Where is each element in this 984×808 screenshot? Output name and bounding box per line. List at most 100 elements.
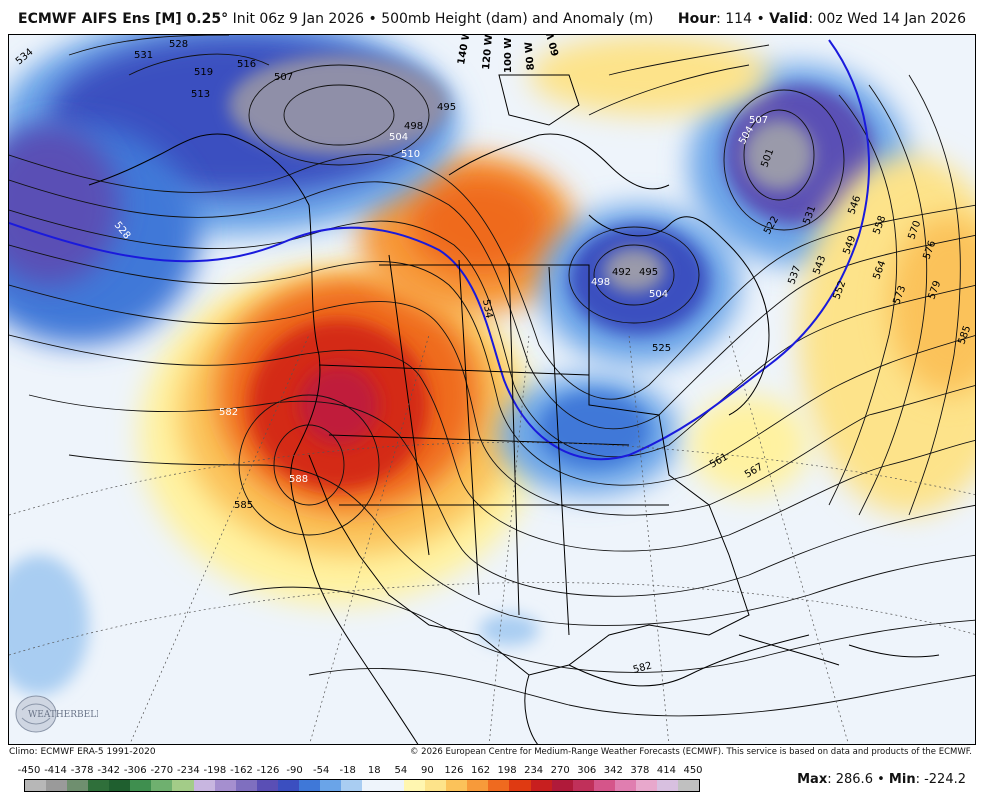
colorbar-tick-label: -414 [44,765,67,776]
contour-label: 534 [14,47,36,68]
contour-label: 504 [389,132,408,143]
contour-label: 495 [639,267,658,278]
colorbar-swatch [319,780,341,791]
colorbar-swatch [446,780,468,791]
colorbar-swatch [88,780,110,791]
colorbar-tick-label: -198 [203,765,227,776]
longitude-label: 100 W [503,38,514,73]
colorbar-swatch [67,780,89,791]
540-contour [9,39,870,461]
colorbar-tick-label: 54 [394,765,408,776]
colorbar-swatch [509,780,531,791]
colorbar-tick-label: 378 [630,765,650,776]
longitude-label: 60 W [544,35,562,57]
max-value: : 286.6 [827,772,873,787]
colorbar-swatch [677,780,699,791]
contour-label: 519 [194,67,213,78]
colorbar-swatch [214,780,236,791]
longitude-labels: 140 W 120 W 100 W 80 W 60 W [456,35,562,73]
model-name: ECMWF AIFS Ens [M] 0.25 [18,11,222,27]
colorbar-swatch [25,780,47,791]
contour-label: 531 [134,50,153,61]
colorbar-tick-label: 306 [577,765,597,776]
colorbar-tick-label: 162 [470,765,491,776]
colorbar-swatch [635,780,657,791]
map-title: ECMWF AIFS Ens [M] 0.25° Init 06z 9 Jan … [18,11,653,27]
colorbar-swatch [235,780,257,791]
climo-note: Climo: ECMWF ERA-5 1991-2020 [9,747,156,757]
colorbar-tick-label: -306 [123,765,147,776]
colorbar-tick-label: 18 [367,765,381,776]
contour-label: 582 [219,407,238,418]
colorbar-swatch [551,780,573,791]
colorbar-tick-label: -54 [312,765,330,776]
stats-bullet: • [877,772,885,787]
contour-label: 585 [234,500,253,511]
contour-label: 528 [169,39,188,50]
contour-label: 582 [632,660,653,676]
colorbar-tick-label: -126 [256,765,280,776]
colorbar-swatch [256,780,278,791]
product-name: 500mb Height (dam) and Anomaly (m) [381,11,654,27]
colorbar-tick-label: 270 [550,765,570,776]
colorbar-tick-label: -90 [286,765,303,776]
longitude-label: 120 W [481,35,495,70]
copyright-note: © 2026 European Centre for Medium-Range … [409,747,972,757]
colorbar-swatch [383,780,405,791]
min-value: : -224.2 [915,772,966,787]
contour-label: 498 [404,121,423,132]
contour-label: 507 [274,72,293,83]
colorbar-swatch [151,780,173,791]
colorbar-swatch [193,780,215,791]
colorbar-swatch [425,780,447,791]
colorbar-labels: -450 -414 -378 -342 -306 -270 -234 -198 -162 -126… [17,765,703,779]
colorbar-tick-label: -234 [177,765,200,776]
colorbar-swatch [404,780,426,791]
colorbar-swatch [572,780,594,791]
height-contours [9,35,975,717]
contour-label: 588 [289,474,308,485]
valid-bullet: • [756,11,765,27]
contour-label: 498 [591,277,610,288]
colorbar-tick-label: -162 [230,765,253,776]
degree-symbol: ° [221,11,229,27]
colorbar-swatch [277,780,299,791]
valid-info: Hour: 114 • Valid: 00z Wed 14 Jan 2026 [678,11,966,27]
colorbar-tick-label: 414 [656,765,676,776]
min-label: Min [888,772,916,787]
coastlines [88,74,940,744]
colorbar-tick-label: 126 [444,765,464,776]
colorbar-swatch [340,780,362,791]
max-min-stats: Max: 286.6 • Min: -224.2 [797,772,966,787]
longitude-label: 80 W [524,41,537,70]
colorbar-tick-label: 198 [497,765,517,776]
contour-label: 525 [652,343,671,354]
header: ECMWF AIFS Ens [M] 0.25° Init 06z 9 Jan … [0,0,984,34]
contour-label: 537 [786,264,803,286]
contour-label: 504 [649,289,668,300]
valid-value: : 00z Wed 14 Jan 2026 [808,11,966,27]
hour-label: Hour [677,11,717,27]
contour-label: 516 [237,59,256,70]
contour-label: 510 [401,149,420,160]
colorbar-swatch [46,780,68,791]
colorbar-tick-label: -450 [17,765,41,776]
colorbar-swatch [593,780,615,791]
colorbar-tick-label: 342 [603,765,623,776]
colorbar-tick-label: -378 [70,765,94,776]
valid-label: Valid [769,11,809,27]
weatherbell-logo: WEATHERBELL [15,695,98,733]
colorbar-swatch [362,780,384,791]
max-label: Max [797,772,828,787]
colorbar-tick-label: -342 [97,765,121,776]
colorbar-tick-label: 450 [683,765,703,776]
weather-map[interactable]: 534 531 528 519 516 513 507 498 495 504 … [8,34,976,745]
logo-text: WEATHERBELL [28,710,98,720]
colorbar-swatch [130,780,152,791]
longitude-label: 140 W [456,35,473,66]
contour-label: 495 [437,102,456,113]
colorbar-swatch [614,780,636,791]
anomaly-shading [9,35,975,695]
contour-label: 534 [480,299,494,320]
title-bullet: • [368,11,377,27]
